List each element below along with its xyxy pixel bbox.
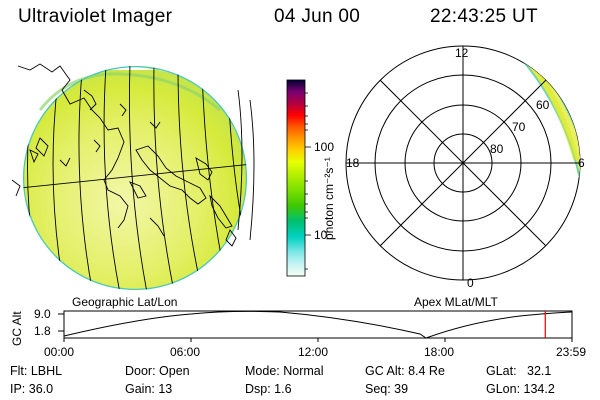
colorbar: [286, 79, 311, 277]
altitude-ytick-high: 9.0: [34, 307, 51, 321]
mlt-label-0: 0: [467, 276, 474, 290]
info-door: Door: Open: [125, 364, 190, 378]
mlat-label-80: 80: [490, 142, 504, 156]
info-ip: IP: 36.0: [10, 382, 54, 396]
xtick-0600: 06:00: [170, 345, 201, 359]
info-gcalt: GC Alt: 8.4 Re: [365, 364, 445, 378]
geographic-panel-label: Geographic Lat/Lon: [72, 295, 178, 309]
info-dsp: Dsp: 1.6: [245, 382, 292, 396]
mlt-label-18: 18: [346, 156, 360, 170]
altitude-ytick-low: 1.8: [34, 324, 51, 338]
apex-polar-plot: [345, 45, 581, 281]
altitude-curve: [63, 310, 573, 339]
info-gain: Gain: 13: [125, 382, 173, 396]
mlat-label-60: 60: [536, 98, 550, 112]
xtick-1800: 18:00: [424, 345, 455, 359]
image-time: 22:43:25 UT: [430, 6, 538, 27]
xtick-1200: 12:00: [298, 345, 329, 359]
info-flt: Flt: LBHL: [10, 364, 63, 378]
xtick-0000: 00:00: [44, 345, 75, 359]
mlt-label-12: 12: [455, 46, 469, 60]
xtick-2359: 23:59: [556, 345, 587, 359]
altitude-plot: [58, 310, 573, 342]
info-glon: GLon: 134.2: [486, 382, 555, 396]
altitude-ylabel: GC Alt: [10, 311, 24, 346]
mlt-label-6: 6: [578, 156, 585, 170]
info-seq: Seq: 39: [365, 382, 409, 396]
info-glat: GLat: 32.1: [486, 364, 552, 378]
colorbar-tick-100: 100: [314, 140, 335, 154]
mlat-label-70: 70: [512, 120, 526, 134]
image-title: Ultraviolet Imager: [18, 6, 173, 27]
colorbar-unit-label: photon cm⁻²s⁻¹: [322, 157, 336, 240]
geographic-image: [11, 63, 255, 290]
info-mode: Mode: Normal: [245, 364, 324, 378]
image-date: 04 Jun 00: [274, 6, 361, 27]
apex-panel-label: Apex MLat/MLT: [414, 295, 498, 309]
colorbar-tick-10: 10: [314, 228, 328, 242]
